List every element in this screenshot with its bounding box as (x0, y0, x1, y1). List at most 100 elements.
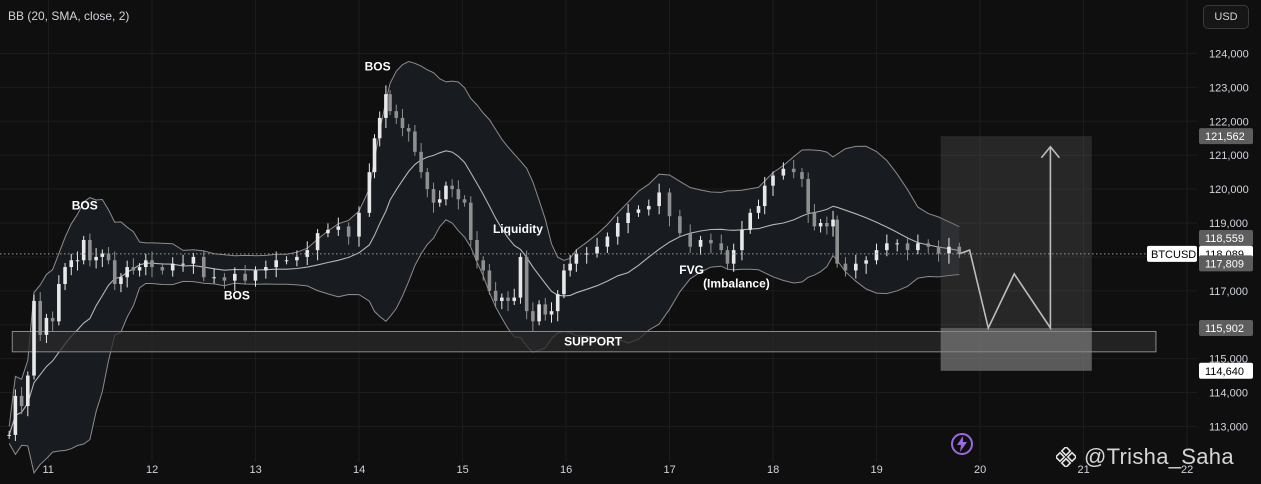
candle-body (233, 273, 237, 281)
candle-body (450, 185, 454, 190)
candle-body (274, 260, 278, 268)
candle-body (444, 185, 448, 200)
candle-body (506, 297, 510, 301)
candle-body (437, 199, 442, 203)
candle-body (462, 199, 467, 203)
candle-body (112, 260, 117, 285)
candle-body (843, 263, 848, 271)
candle-body (119, 277, 123, 285)
candle-body (50, 317, 55, 322)
price-badge-label: 121,562 (1205, 131, 1245, 143)
lightning-icon[interactable] (950, 432, 974, 456)
candle-body (595, 246, 599, 254)
candle-body (253, 270, 258, 281)
candle-body (926, 243, 931, 247)
support-label: SUPPORT (564, 335, 623, 349)
candle-body (419, 151, 423, 173)
candle-body (647, 206, 651, 210)
currency-button[interactable]: USD (1203, 5, 1249, 29)
price-badge-label: 118,559 (1205, 233, 1244, 245)
author-watermark: @Trisha_Saha (1084, 444, 1234, 469)
candle-body (500, 297, 504, 301)
candle-body (143, 260, 148, 268)
candle-body (191, 256, 196, 264)
candle-body (709, 239, 713, 244)
candle-body (19, 395, 24, 407)
candle-body (936, 246, 941, 254)
candle-body (636, 209, 641, 213)
candle-body (791, 168, 796, 173)
candle-body (106, 253, 111, 261)
x-tick-label: 20 (974, 464, 986, 476)
candle-body (431, 189, 436, 203)
candle-body (32, 300, 36, 376)
x-tick-label: 21 (1078, 464, 1090, 476)
candle-body (626, 212, 630, 223)
candle-body (201, 256, 206, 278)
y-tick-label: 115,000 (1209, 354, 1248, 366)
candle-body (812, 212, 817, 227)
x-tick-label: 15 (457, 464, 469, 476)
candle-body (657, 192, 661, 207)
y-tick-label: 119,000 (1209, 218, 1248, 230)
price-badge-label: 117,809 (1205, 258, 1244, 270)
candle-body (384, 94, 388, 118)
candle-body (400, 117, 405, 129)
annotation-bos-1: BOS (72, 198, 98, 212)
candle-body (57, 284, 61, 322)
candle-body (377, 117, 382, 139)
candle-body (315, 233, 320, 251)
candle-body (568, 263, 572, 271)
candle-body (825, 223, 829, 227)
candle-body (874, 250, 879, 261)
candle-body (615, 223, 620, 237)
candle-body (26, 375, 30, 407)
candle-body (725, 250, 730, 264)
candle-body (905, 243, 910, 251)
candle-body (212, 277, 216, 279)
candle-body (731, 250, 736, 264)
candle-body (388, 94, 392, 112)
candle-body (531, 311, 535, 322)
candle-body (818, 223, 823, 227)
candle-body (264, 267, 268, 271)
candle-body (562, 270, 566, 295)
candle-body (394, 111, 399, 118)
candle-body (346, 226, 351, 237)
candle-body (81, 239, 86, 261)
price-badge (1199, 255, 1253, 272)
x-tick-label: 16 (560, 464, 572, 476)
candle-body (63, 267, 67, 285)
candle-body (698, 239, 703, 247)
candle-body (284, 260, 289, 262)
candle-body (748, 212, 753, 230)
candle-body (719, 243, 724, 251)
bollinger-bands-legend[interactable]: BB (20, SMA, close, 2) (8, 9, 130, 23)
candle-body (895, 243, 899, 245)
price-badge-label: 115,902 (1205, 323, 1244, 335)
candle-body (38, 300, 43, 335)
candle-body (100, 253, 105, 257)
candle-body (605, 236, 610, 247)
candle-body (413, 131, 417, 152)
candle-body (549, 311, 554, 315)
y-tick-label: 113,000 (1209, 421, 1248, 433)
x-tick-label: 13 (250, 464, 262, 476)
price-badge (1199, 128, 1253, 145)
candle-body (367, 172, 372, 213)
candle-body (357, 212, 361, 237)
candle-body (336, 226, 341, 230)
x-tick-label: 17 (664, 464, 676, 476)
y-tick-label: 121,000 (1209, 150, 1249, 162)
candle-body (537, 304, 541, 322)
x-tick-label: 19 (871, 464, 883, 476)
candle-body (44, 317, 49, 335)
y-tick-label: 117,000 (1209, 286, 1248, 298)
candle-body (584, 253, 589, 255)
candle-body (835, 219, 839, 264)
annotation-liquidity: Liquidity (493, 222, 543, 236)
candle-body (125, 267, 129, 278)
candle-body (524, 256, 529, 312)
projection-stop-zone (940, 328, 1092, 371)
